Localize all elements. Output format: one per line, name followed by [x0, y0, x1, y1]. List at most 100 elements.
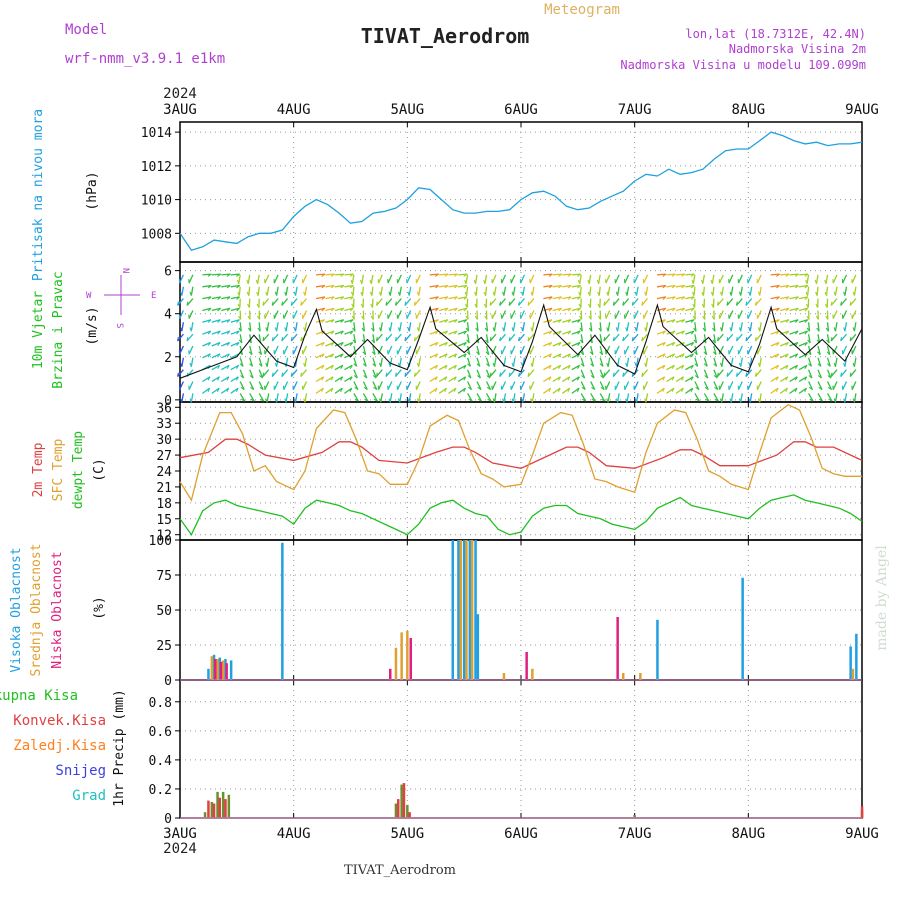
- wind-arrowhead: [833, 398, 836, 403]
- wind-arrowhead: [598, 339, 603, 344]
- wind-arrowhead: [361, 315, 365, 320]
- wind-arrowhead: [484, 327, 488, 332]
- wind-arrowhead: [477, 386, 482, 391]
- wind-arrow: [489, 298, 497, 306]
- wind-arrow: [211, 330, 221, 335]
- wind-arrowhead: [250, 398, 255, 402]
- wind-arrow: [675, 273, 685, 276]
- wind-arrow: [344, 330, 354, 335]
- wind-arrow: [501, 345, 507, 355]
- wind-arrow: [717, 369, 724, 378]
- wind-arrow: [832, 274, 838, 284]
- wind-arrowhead: [217, 319, 221, 323]
- wind-arrowhead: [634, 327, 638, 332]
- wind-arrow: [730, 393, 734, 403]
- wind-arrowhead: [681, 353, 685, 358]
- wind-arrowhead: [567, 285, 572, 289]
- wind-arrow: [645, 286, 649, 296]
- wind-arrowhead: [644, 362, 647, 367]
- wind-arrowhead: [321, 296, 326, 300]
- wind-arrow: [789, 307, 799, 312]
- wind-arrow: [702, 286, 706, 296]
- bar-clouds: [229, 660, 233, 680]
- wind-arrowhead: [239, 363, 244, 367]
- wind-arrow: [221, 284, 231, 288]
- wind-arrow: [188, 381, 194, 390]
- wind-arrow: [561, 376, 571, 383]
- bar-clouds: [531, 668, 534, 680]
- wind-arrow: [266, 393, 270, 403]
- wind-arrowhead: [716, 301, 719, 306]
- wind-arrow: [406, 274, 412, 284]
- wind-arrow: [493, 322, 497, 332]
- wind-arrowhead: [186, 336, 189, 342]
- top-date-label: 6AUG: [504, 102, 538, 118]
- wind-arrow: [281, 298, 289, 306]
- wind-arrow: [258, 393, 265, 402]
- wind-arrowhead: [330, 387, 334, 393]
- wind-arrowhead: [271, 336, 274, 342]
- wind-arrowhead: [293, 291, 297, 296]
- wind-arrow: [770, 284, 780, 288]
- wind-compass-icon: N W E S: [86, 268, 156, 328]
- wind-arrowhead: [511, 362, 514, 367]
- wind-arrowhead: [385, 336, 388, 342]
- wind-arrow: [315, 341, 325, 347]
- wind-arrow: [377, 310, 383, 319]
- wind-arrow: [624, 381, 630, 390]
- wind-arrow: [239, 393, 246, 402]
- wind-arrowhead: [681, 319, 685, 323]
- wind-arrow: [457, 319, 467, 323]
- wind-arrow: [315, 273, 326, 276]
- year-bottom: 2024: [163, 841, 197, 857]
- wind-arrowhead: [794, 285, 799, 289]
- wind-arrow: [580, 393, 587, 402]
- wind-arrow: [849, 298, 857, 306]
- wind-arrowhead: [692, 303, 696, 308]
- wind-arrow: [713, 345, 717, 355]
- wind-arrowhead: [330, 319, 335, 323]
- wind-arrowhead: [281, 301, 284, 306]
- wind-arrowhead: [303, 362, 306, 367]
- wind-arrow: [834, 322, 838, 332]
- wind-arrow: [779, 353, 789, 359]
- wind-arrowhead: [454, 307, 458, 312]
- wind-arrow: [438, 330, 448, 335]
- wind-arrow: [643, 381, 649, 390]
- wind-arrow: [457, 296, 468, 300]
- top-date-label: 5AUG: [390, 102, 424, 118]
- wind-arrowhead: [499, 301, 502, 306]
- ytick-label: 0: [164, 812, 172, 827]
- ytick-label: 12: [156, 529, 172, 544]
- bar-precip: [402, 783, 406, 818]
- wind-arrowhead: [521, 291, 524, 296]
- wind-arrow: [258, 369, 264, 379]
- wind-arrowhead: [453, 273, 458, 277]
- wind-arrow: [853, 322, 857, 332]
- wind-arrow: [334, 364, 344, 371]
- wind-arrowhead: [567, 365, 571, 369]
- wind-arrowhead: [852, 398, 855, 403]
- wind-arrowhead: [518, 301, 520, 306]
- wind-arrow: [249, 357, 254, 367]
- wind-arrow: [656, 284, 666, 288]
- wind-arrow: [395, 298, 402, 306]
- wind-arrowhead: [349, 376, 353, 381]
- wind-arrow: [457, 330, 467, 335]
- wind-arrow: [694, 334, 698, 344]
- wind-arrow: [580, 369, 586, 379]
- wind-arrowhead: [824, 291, 828, 296]
- wind-arrow: [685, 296, 695, 300]
- wind-arrowhead: [588, 315, 592, 320]
- wind-arrowhead: [360, 291, 363, 296]
- wind-arrow: [830, 333, 838, 342]
- ytick-label: 18: [156, 497, 172, 512]
- wind-arrowhead: [468, 398, 473, 402]
- wind-arrow: [385, 369, 393, 378]
- wind-arrow: [315, 296, 326, 300]
- wind-arrowhead: [785, 285, 790, 289]
- wind-arrow: [694, 322, 697, 332]
- wind-arrow: [275, 322, 279, 332]
- wind-arrow: [230, 284, 240, 288]
